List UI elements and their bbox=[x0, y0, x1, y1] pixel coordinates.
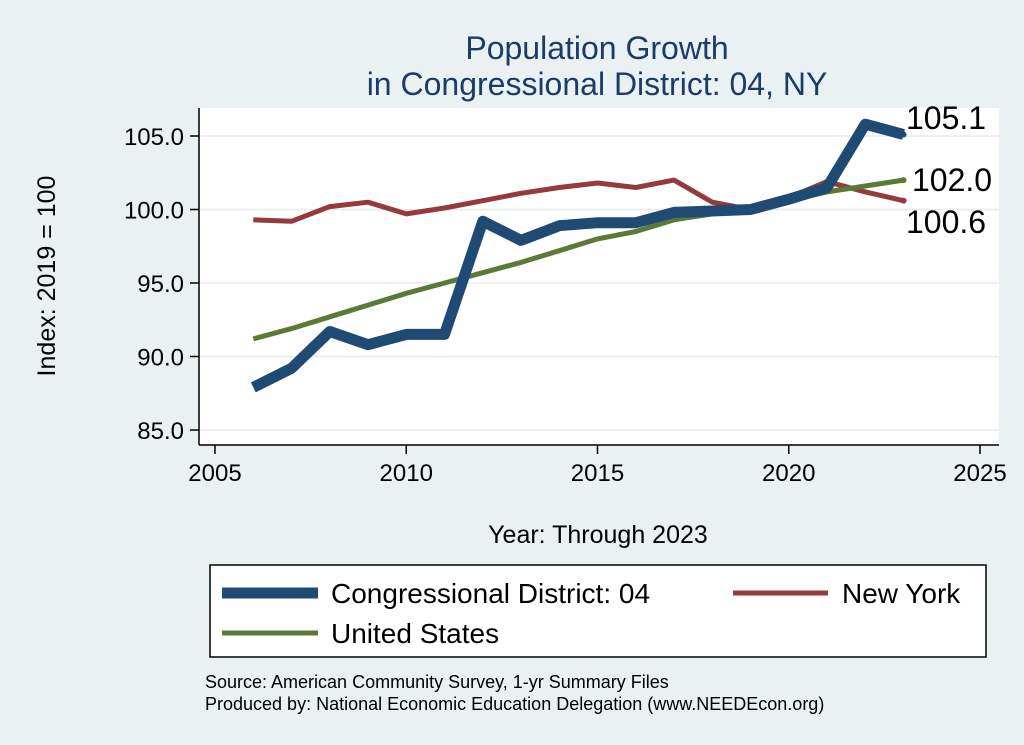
legend-label-new-york: New York bbox=[842, 578, 961, 609]
y-tick-label: 95.0 bbox=[137, 271, 184, 298]
x-tick-label: 2015 bbox=[571, 460, 624, 487]
x-tick-label: 2010 bbox=[380, 460, 433, 487]
series-end-point bbox=[900, 177, 907, 184]
y-tick-label: 105.0 bbox=[124, 124, 184, 151]
legend-label-united-states: United States bbox=[331, 618, 499, 649]
series-line-district bbox=[250, 118, 905, 393]
x-axis-ticks: 2005 2010 2015 2020 2025 bbox=[188, 445, 1007, 487]
grid-lines bbox=[199, 135, 999, 431]
series-end-labels: 105.1 100.6 102.0 bbox=[906, 100, 992, 240]
legend-label-district: Congressional District: 04 bbox=[331, 578, 650, 609]
x-axis-label: Year: Through 2023 bbox=[488, 521, 708, 549]
series-end-point bbox=[900, 131, 907, 138]
x-tick-label: 2025 bbox=[953, 460, 1006, 487]
chart-subtitle: in Congressional District: 04, NY bbox=[367, 66, 828, 102]
y-axis-label: Index: 2019 = 100 bbox=[33, 176, 61, 377]
end-label-new-york: 100.6 bbox=[906, 204, 986, 240]
y-tick-label: 85.0 bbox=[137, 418, 184, 445]
end-label-district: 105.1 bbox=[906, 100, 986, 136]
legend: Congressional District: 04 New York Unit… bbox=[209, 564, 987, 658]
x-tick-label: 2020 bbox=[762, 460, 815, 487]
plot-area bbox=[199, 108, 999, 445]
y-tick-label: 100.0 bbox=[124, 198, 184, 225]
producer-note: Produced by: National Economic Education… bbox=[205, 694, 824, 714]
source-note: Source: American Community Survey, 1-yr … bbox=[205, 672, 669, 692]
series-end-point bbox=[900, 197, 907, 204]
series-lines bbox=[250, 118, 907, 393]
y-axis-ticks: 85.0 90.0 95.0 100.0 105.0 bbox=[124, 124, 199, 445]
y-tick-label: 90.0 bbox=[137, 345, 184, 372]
chart-title: Population Growth bbox=[465, 30, 728, 66]
legend-box bbox=[209, 564, 987, 658]
end-label-united-states: 102.0 bbox=[912, 162, 992, 198]
x-tick-label: 2005 bbox=[188, 460, 241, 487]
